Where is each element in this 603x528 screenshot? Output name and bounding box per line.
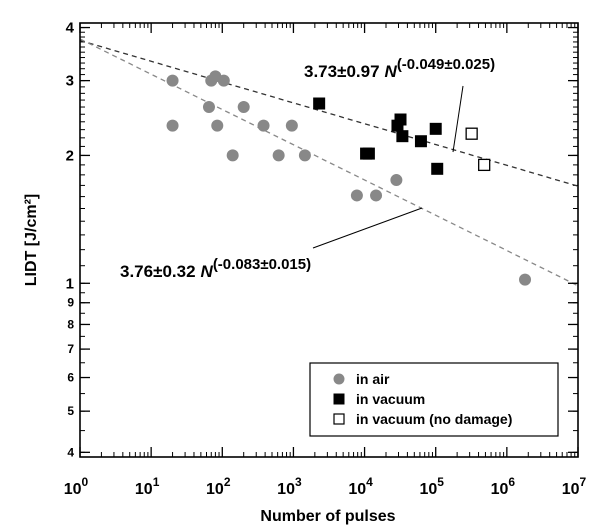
x-tick-base: 10 (419, 481, 437, 498)
fit-line-vacuum (79, 39, 579, 187)
fit-line-air (79, 38, 579, 287)
fit-vacuum-err: 0.97 (346, 62, 379, 81)
y-tick-label: 1 (66, 275, 74, 292)
data-point-in-vacuum (313, 97, 326, 110)
x-tick-label: 102 (206, 475, 231, 498)
x-tick-label: 107 (562, 475, 587, 498)
y-tick-label: 4 (66, 20, 75, 37)
fit-air-pm-1: ± (153, 262, 162, 281)
data-point-in-air (519, 273, 532, 286)
data-point-in-vacuum (391, 119, 404, 132)
data-point-in-air (217, 74, 230, 87)
legend-marker-in-vacuum (333, 393, 345, 405)
x-tick-base: 10 (206, 481, 224, 498)
x-tick-label: 101 (135, 475, 160, 498)
legend-label-no-damage: in vacuum (no damage) (356, 411, 512, 427)
data-point-in-vacuum (362, 147, 375, 160)
data-point-in-air (285, 119, 298, 132)
legend-box (309, 362, 559, 437)
data-point-in-vacuum (394, 113, 407, 126)
data-point-in-air (202, 101, 215, 114)
legend-marker-no-damage (333, 413, 345, 425)
x-tick-exponent: 5 (437, 475, 444, 489)
y-tick-label: 4 (67, 445, 74, 459)
y-tick-label: 5 (67, 404, 74, 418)
fit-vacuum-var: N (385, 62, 398, 81)
major-ticks-layer (79, 23, 579, 457)
data-point-in-air (166, 74, 179, 87)
fit-air-coef: 3.76 (120, 262, 153, 281)
fit-air-label: 3.76±0.32 N(-0.083±0.015) (120, 256, 311, 281)
fit-vacuum-pm-2: ± (444, 56, 452, 73)
x-tick-exponent: 0 (82, 475, 89, 489)
data-point-in-air (370, 189, 383, 202)
data-points-layer (166, 70, 532, 286)
fit-vacuum-label: 3.73±0.97 N(-0.049±0.025) (304, 56, 495, 81)
x-axis-title: Number of pulses (260, 508, 395, 525)
fit-lines-layer (79, 38, 579, 287)
data-point-in-vacuum (431, 162, 444, 175)
data-point-no-damage (478, 158, 491, 172)
x-tick-labels: 100 101 102 103 104 105 106 107 (64, 475, 587, 498)
x-tick-base: 10 (135, 481, 153, 498)
y-tick-label: 3 (66, 73, 74, 90)
x-tick-exponent: 3 (295, 475, 302, 489)
y-tick-label: 8 (67, 317, 74, 331)
x-tick-base: 10 (277, 481, 295, 498)
data-point-in-air (298, 149, 311, 162)
y-tick-label: 7 (67, 342, 74, 356)
x-tick-base: 10 (491, 481, 509, 498)
fit-vacuum-coef: 3.73 (304, 62, 337, 81)
x-tick-base: 10 (348, 481, 366, 498)
data-point-in-air (272, 149, 285, 162)
fit-air-exp: (-0.083 (213, 256, 261, 273)
fit-air-exp-err: 0.015) (269, 256, 312, 273)
x-tick-base: 10 (562, 481, 580, 498)
legend-label-in-air: in air (356, 371, 390, 387)
legend-marker-in-air (333, 373, 345, 385)
x-tick-exponent: 4 (366, 475, 373, 489)
x-tick-label: 100 (64, 475, 89, 498)
fit-air-var: N (201, 262, 214, 281)
fit-air-err: 0.32 (162, 262, 195, 281)
data-point-in-vacuum (396, 130, 409, 143)
y-tick-label: 2 (66, 147, 74, 164)
data-point-in-air (211, 119, 224, 132)
data-point-no-damage (465, 127, 478, 140)
y-tick-labels: 1 2 3 4 4 5 6 7 8 9 (66, 20, 75, 460)
fit-vacuum-exp: (-0.049 (397, 56, 445, 73)
data-point-in-air (226, 149, 239, 162)
data-point-in-air (350, 189, 363, 202)
data-point-in-air (390, 174, 403, 187)
fit-vacuum-exp-err: 0.025) (453, 56, 496, 73)
data-point-in-air (166, 119, 179, 132)
data-point-in-vacuum (429, 122, 442, 135)
x-tick-exponent: 7 (580, 475, 587, 489)
plot-frame (79, 22, 579, 458)
data-point-in-air (237, 101, 250, 114)
fit-air-pm-2: ± (260, 256, 268, 273)
x-tick-label: 103 (277, 475, 302, 498)
x-tick-label: 106 (491, 475, 516, 498)
data-point-in-vacuum (414, 135, 427, 148)
x-tick-label: 105 (419, 475, 444, 498)
y-tick-label: 6 (67, 371, 74, 385)
x-tick-exponent: 2 (224, 475, 231, 489)
legend: in air in vacuum in vacuum (no damage) (309, 362, 559, 437)
fit-vacuum-pm-1: ± (337, 62, 346, 81)
legend-label-in-vacuum: in vacuum (356, 391, 425, 407)
fit-air-leader (312, 207, 423, 249)
y-tick-label: 9 (67, 296, 74, 310)
fit-vacuum-leader (452, 85, 464, 153)
x-tick-exponent: 6 (508, 475, 515, 489)
x-tick-exponent: 1 (153, 475, 160, 489)
x-tick-label: 104 (348, 475, 373, 498)
x-tick-base: 10 (64, 481, 82, 498)
y-axis-title: LIDT [J/cm²] (23, 194, 40, 286)
data-point-in-air (257, 119, 270, 132)
